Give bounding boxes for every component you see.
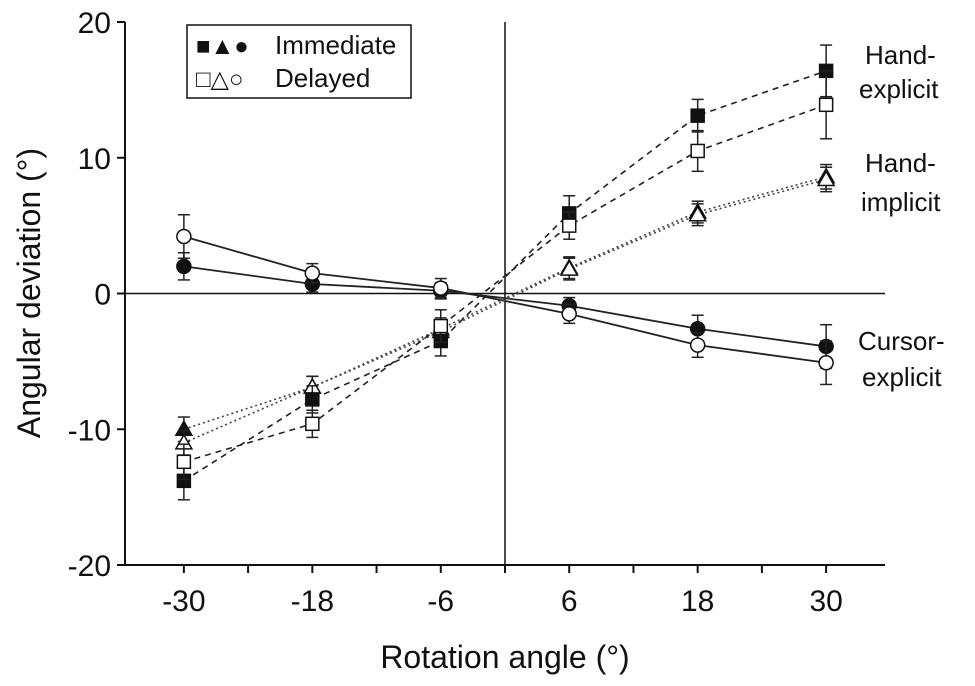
y-tick-label: 0 [94,279,111,312]
series-line [183,265,827,348]
annotation-hand-implicit-line1: Hand- [865,148,936,178]
x-tick-label: 30 [809,585,842,618]
x-tick-label: -6 [427,585,454,618]
data-point-circle [176,228,192,245]
data-point-triangle [816,169,836,187]
data-point-square [690,143,705,159]
series-line [183,178,827,444]
legend: ■▲● Immediate □△○ Delayed [186,24,412,99]
x-tick-label: 18 [681,585,714,618]
legend-box [186,24,412,99]
legend-delayed-symbols: □△○ [196,66,243,93]
series-line [183,104,827,463]
data-point-circle [433,280,449,296]
data-point-square [818,97,834,113]
data-point-square [690,108,705,123]
annotation-hand-explicit-line2: explicit [859,74,939,104]
y-tick-label: 20 [78,7,111,40]
data-point-circle [561,306,577,322]
series-layer [174,44,836,501]
annotation-cursor-explicit-line2: explicit [862,362,942,392]
data-point-square [305,392,320,407]
y-tick-label: 10 [78,143,111,176]
annotation-hand-implicit-line2: implicit [861,187,941,217]
data-point-square [561,218,577,233]
data-point-triangle [688,205,707,222]
legend-immediate-label: Immediate [275,30,396,60]
legend-delayed-label: Delayed [275,63,370,93]
y-tick-label: -10 [68,414,111,447]
annotations: Hand- explicit Hand- implicit Cursor- ex… [858,40,945,392]
x-tick-label: -18 [291,585,334,618]
series-line [183,175,827,431]
annotation-cursor-explicit-line1: Cursor- [858,326,945,356]
data-point-square [176,454,192,470]
series-hand-explicit-delayed [176,70,834,481]
data-point-triangle [559,259,579,276]
legend-immediate-symbols: ■▲● [196,33,249,60]
data-point-circle [304,265,321,281]
data-point-circle [818,354,834,371]
x-tick-label: -30 [162,585,205,618]
y-axis-label: Angular deviation (°) [11,148,47,438]
axes: -20 -10 0 10 20 -30 -18 -6 6 18 30 [68,7,885,618]
x-tick-label: 6 [561,585,578,618]
series-line [183,70,827,482]
annotation-hand-explicit-line1: Hand- [865,40,936,70]
zero-lines [125,22,885,565]
x-axis-label: Rotation angle (°) [380,639,629,675]
data-point-square [305,416,320,432]
y-tick-label: -20 [68,550,111,583]
data-point-circle [176,258,192,275]
data-point-square [433,318,449,334]
series-cursor-explicit-delayed [176,214,834,386]
data-point-circle [689,337,706,353]
